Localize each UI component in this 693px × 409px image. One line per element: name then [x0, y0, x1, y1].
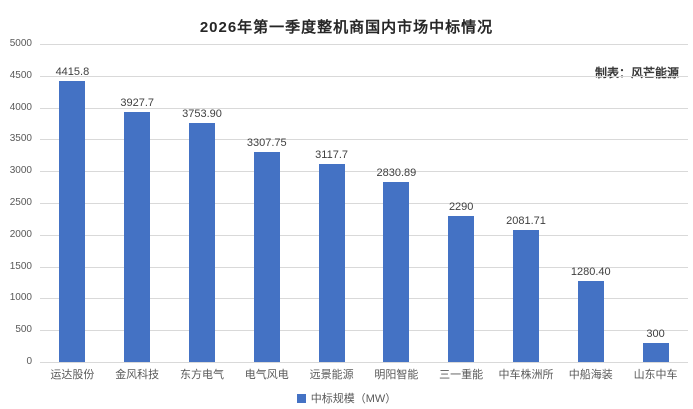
bar	[253, 151, 280, 362]
x-axis-label: 东方电气	[179, 369, 224, 381]
y-axis-tick-label: 3500	[9, 133, 32, 145]
bar	[124, 112, 151, 362]
y-axis-tick-label: 2500	[9, 197, 32, 208]
x-axis-label: 三一重能	[439, 369, 484, 381]
bar-value-label: 3307.75	[246, 136, 287, 149]
gridline	[40, 171, 688, 173]
y-axis-tick-label: 4000	[9, 101, 32, 113]
bar-value-label: 2290	[448, 201, 474, 214]
bar-slot: 3927.7	[105, 44, 170, 362]
bar-value-label: 3117.7	[315, 148, 348, 161]
x-axis: 运达股份 金风科技 东方电气 电气风电 远景能源 明阳智能 三一重能 中车株洲所 中船海装 山东中…	[40, 366, 688, 382]
bar-slot: 300	[623, 44, 688, 362]
y-axis-tick-label: 1000	[9, 292, 32, 304]
bar-value-label: 2081.71	[506, 214, 546, 227]
bar-series: 4415.8 3927.7 3753.90 3307.75 3117.7 2830.89 2…	[40, 44, 688, 362]
x-axis-label: 中船海装	[568, 369, 613, 381]
gridline	[40, 234, 688, 236]
y-axis-tick-label: 3000	[9, 165, 32, 177]
bar-value-label: 300	[646, 327, 665, 340]
bar	[318, 163, 345, 362]
y-axis-tick-label: 2000	[9, 228, 32, 240]
x-axis-label: 电气风电	[244, 369, 289, 381]
bar-slot: 4415.8	[40, 44, 105, 362]
bar-slot: 3117.7	[299, 44, 364, 362]
bar-value-label: 4415.8	[55, 66, 90, 79]
bar	[448, 216, 475, 362]
x-axis-label: 金风科技	[115, 369, 160, 381]
gridline	[40, 75, 688, 77]
gridline	[40, 362, 688, 363]
bar-slot: 3753.90	[170, 44, 235, 362]
y-axis-tick-label: 1500	[9, 260, 32, 272]
legend-label: 中标规模（MW）	[310, 393, 397, 405]
x-axis-label: 山东中车	[633, 369, 678, 381]
x-axis-label: 远景能源	[309, 369, 354, 381]
bar-slot: 3307.75	[234, 44, 299, 362]
bar	[383, 181, 410, 362]
bar	[188, 123, 215, 362]
y-axis-tick-label: 4500	[9, 69, 32, 81]
bar	[642, 342, 669, 362]
bar-value-label: 3927.7	[120, 97, 155, 110]
y-axis-tick-label: 5000	[9, 38, 32, 49]
legend: 中标规模（MW）	[0, 390, 693, 406]
legend-swatch-icon	[296, 393, 306, 403]
bar	[577, 280, 604, 362]
bar-slot: 2830.89	[364, 44, 429, 362]
plot-area: 0 500 1000 1500 2000 2500 3000 3500 4000 4500 5000…	[0, 39, 693, 367]
gridline	[40, 44, 688, 45]
x-axis-label: 中车株洲所	[498, 369, 554, 381]
gridline	[40, 107, 688, 109]
gridline	[40, 203, 688, 204]
bar-value-label: 3753.90	[182, 108, 222, 121]
chart-title: 2026年第一季度整机商国内市场中标情况	[199, 19, 494, 36]
y-axis-tick-label: 500	[15, 324, 32, 336]
bar-slot: 2081.71	[494, 44, 559, 362]
bar-value-label: 2830.89	[376, 166, 417, 179]
gridline	[40, 330, 688, 332]
bar	[59, 81, 86, 362]
bar-slot: 2290	[429, 44, 494, 362]
gridline	[40, 139, 688, 141]
y-axis-tick-label: 0	[26, 356, 32, 367]
bar-value-label: 1280.40	[570, 265, 611, 278]
gridline	[40, 266, 688, 268]
x-axis-label: 运达股份	[50, 369, 95, 381]
bar-slot: 1280.40	[558, 44, 623, 362]
bar	[512, 229, 539, 362]
x-axis-label: 明阳智能	[374, 369, 419, 381]
gridline	[40, 298, 688, 300]
